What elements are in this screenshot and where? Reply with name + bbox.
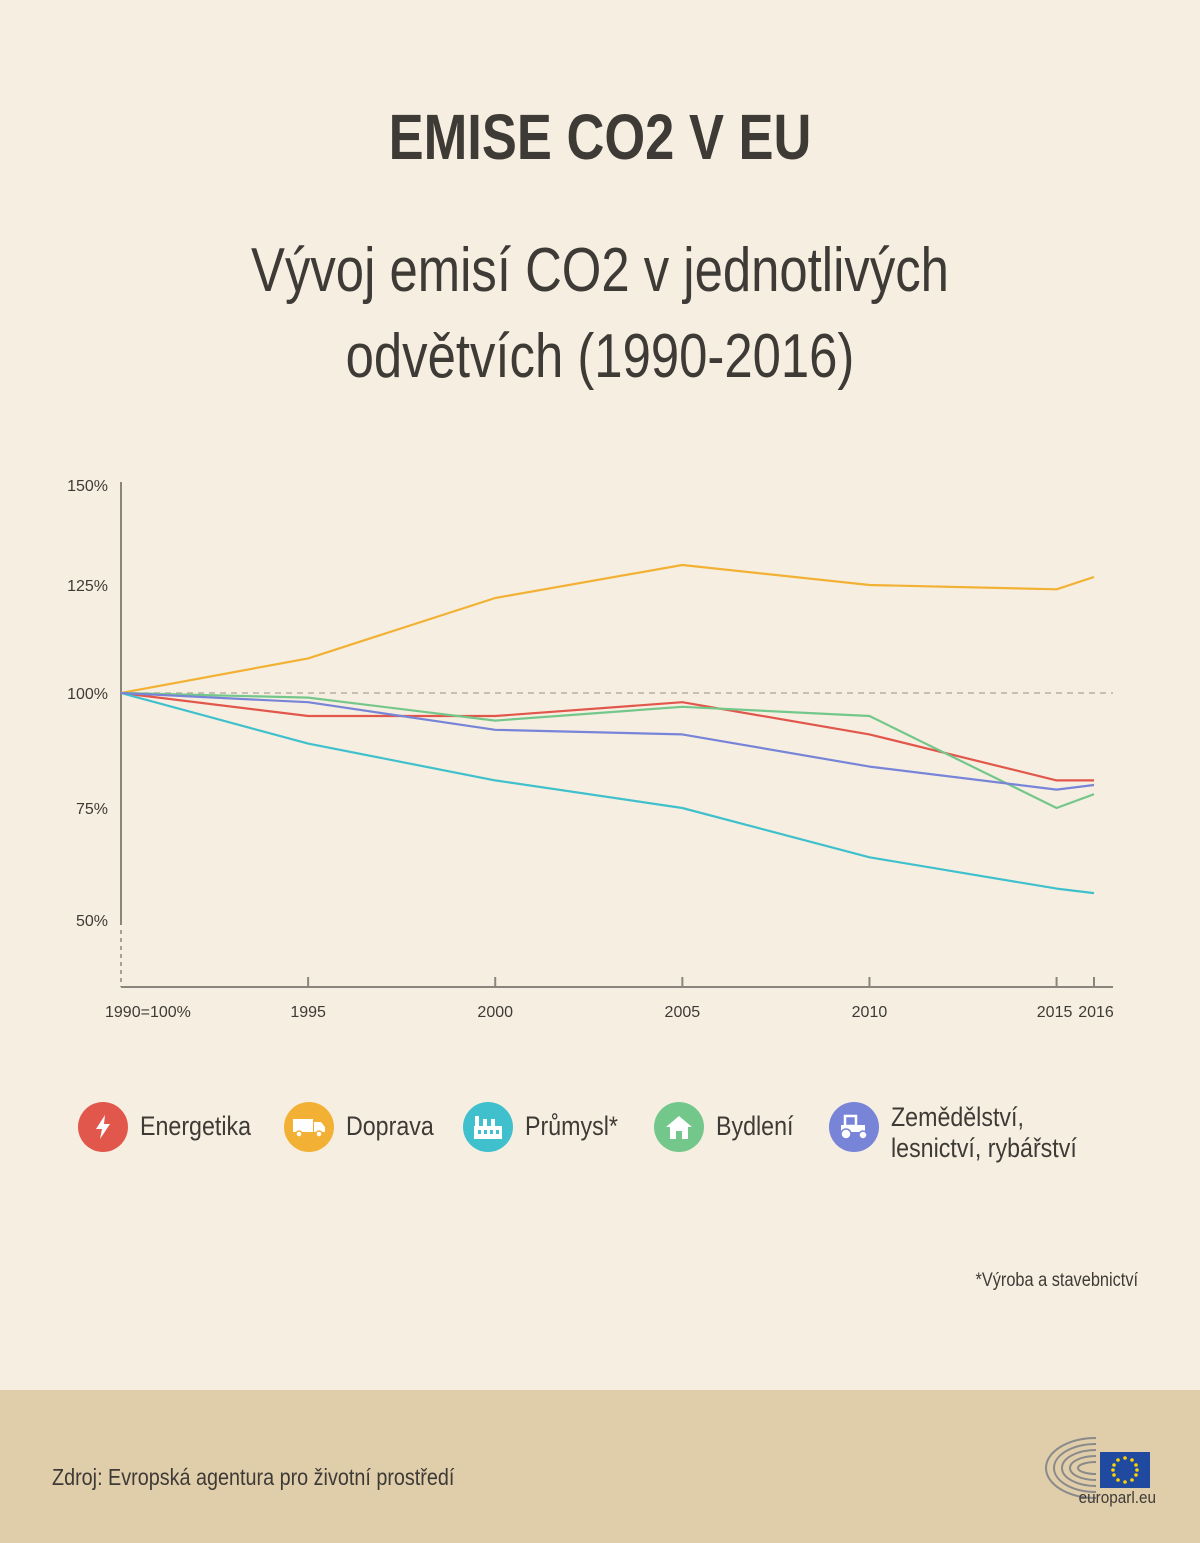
y-tick-label: 75% [76, 801, 108, 818]
subtitle-line-1: Vývoj emisí CO2 v jednotlivých [251, 236, 949, 305]
page-subtitle: Vývoj emisí CO2 v jednotlivých odvětvích… [108, 228, 1092, 400]
y-tick-label: 50% [76, 913, 108, 930]
house-icon [654, 1102, 704, 1152]
x-tick-label: 2015 [1037, 1004, 1073, 1021]
x-tick-label: 2000 [477, 1004, 513, 1021]
y-tick-label: 150% [67, 478, 108, 495]
series-line-4 [120, 691, 1095, 810]
legend-label: Doprava [346, 1111, 434, 1141]
factory-icon [463, 1102, 513, 1152]
y-tick-label: 125% [67, 578, 108, 595]
legend-label: Zemědělství, lesnictví, rybářství [891, 1102, 1077, 1163]
footer: Zdroj: Evropská agentura pro životní pro… [0, 1390, 1200, 1543]
tractor-icon [829, 1102, 879, 1152]
legend-item-prumysl: Průmysl* [463, 1102, 633, 1152]
series-line-5 [120, 691, 1095, 791]
series-line-3 [120, 691, 1095, 895]
x-tick-label: 1995 [290, 1004, 326, 1021]
european-parliament-logo [1045, 1437, 1150, 1499]
x-tick-label: 2016 [1078, 1004, 1114, 1021]
subtitle-line-2: odvětvích (1990-2016) [345, 322, 855, 391]
logo-text: europarl.eu [1078, 1488, 1156, 1507]
x-tick-label: 2005 [665, 1004, 701, 1021]
x-tick-label: 2010 [852, 1004, 888, 1021]
legend-item-zemedelstvi: Zemědělství, lesnictví, rybářství [829, 1102, 1151, 1164]
legend-item-energetika: Energetika [78, 1102, 269, 1152]
line-chart: 150% 125% 100% 75% 50% 1990=100% 1995 2000 2005 2… [67, 478, 1114, 1021]
y-tick-label: 100% [67, 686, 108, 703]
series-line-2 [120, 563, 1095, 695]
source-text: Zdroj: Evropská agentura pro životní pro… [52, 1464, 455, 1490]
x-tick-label: 1990=100% [105, 1004, 191, 1021]
page-title: EMISE CO2 V EU [388, 101, 812, 173]
legend-item-bydleni: Bydlení [654, 1102, 806, 1152]
legend-label: Energetika [140, 1111, 252, 1141]
legend-label: Průmysl* [525, 1111, 618, 1141]
truck-icon [284, 1102, 334, 1152]
legend-label: Bydlení [716, 1111, 794, 1141]
legend-item-doprava: Doprava [284, 1102, 448, 1152]
series-line-1 [120, 691, 1094, 782]
chart-legend: Energetika Doprava Průmysl* Bydlení Země… [0, 1102, 1200, 1172]
footnote: *Výroba a stavebnictví [975, 1270, 1138, 1291]
lightning-icon [78, 1102, 128, 1152]
